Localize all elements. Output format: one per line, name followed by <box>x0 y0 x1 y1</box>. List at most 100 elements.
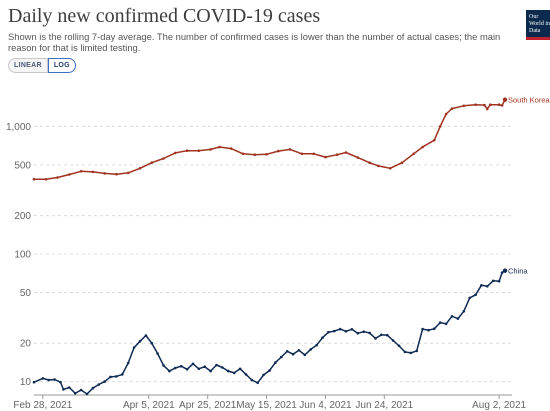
data-point <box>468 296 472 300</box>
data-point <box>315 343 318 347</box>
data-point <box>415 349 419 353</box>
data-point <box>218 145 221 149</box>
scale-toggle[interactable]: LINEAR LOG <box>8 58 76 73</box>
y-tick-label: 50 <box>20 288 32 299</box>
data-point <box>209 369 212 373</box>
linear-toggle-button[interactable]: LINEAR <box>8 58 48 73</box>
data-point <box>285 350 289 353</box>
data-point <box>333 329 336 333</box>
data-point <box>229 147 233 150</box>
y-tick-label: 500 <box>14 160 31 171</box>
data-point <box>232 371 236 375</box>
data-point <box>377 164 380 168</box>
data-point <box>374 337 377 340</box>
x-tick-label: Feb 28, 2021 <box>13 400 72 411</box>
data-point <box>412 152 416 156</box>
data-point <box>203 365 206 369</box>
data-point <box>79 388 83 392</box>
data-point <box>421 145 424 149</box>
data-point <box>444 112 448 116</box>
data-point <box>403 350 407 354</box>
data-point <box>368 161 371 164</box>
data-point <box>344 151 348 154</box>
x-tick-label: Apr 25, 2021 <box>179 400 237 411</box>
y-tick-label: 10 <box>20 377 32 388</box>
data-point <box>221 366 224 369</box>
data-point <box>126 171 130 175</box>
series-label: South Korea <box>508 96 550 105</box>
data-point <box>138 340 142 343</box>
data-point <box>356 156 360 159</box>
data-point <box>132 346 136 349</box>
data-point <box>41 377 45 380</box>
data-point <box>115 375 118 378</box>
data-point <box>73 392 77 395</box>
data-point <box>400 161 404 164</box>
data-point <box>421 327 424 331</box>
series-line <box>33 270 506 395</box>
series-end-marker <box>502 97 508 102</box>
data-point <box>62 388 65 391</box>
data-point <box>386 333 389 337</box>
data-point <box>338 327 342 331</box>
x-tick-label: Apr 5, 2021 <box>123 400 175 411</box>
data-point <box>238 367 242 371</box>
data-point <box>483 103 486 107</box>
data-point <box>474 293 477 297</box>
data-point <box>456 317 460 320</box>
data-point <box>312 152 316 156</box>
data-point <box>91 386 95 390</box>
data-point <box>185 368 189 371</box>
data-point <box>32 177 36 181</box>
data-point <box>162 364 165 367</box>
data-point <box>433 138 436 142</box>
data-point <box>335 153 339 156</box>
data-point <box>500 271 504 274</box>
data-point <box>474 103 477 106</box>
data-point <box>185 149 189 152</box>
data-point <box>277 149 280 153</box>
data-point <box>280 355 283 359</box>
data-point <box>362 330 366 334</box>
data-point <box>150 341 154 345</box>
data-point <box>497 103 501 106</box>
data-point <box>291 352 295 356</box>
data-point <box>197 367 201 371</box>
data-point <box>85 392 89 396</box>
data-point <box>59 380 62 384</box>
data-point <box>409 351 413 355</box>
chart-title: Daily new confirmed COVID-19 cases <box>8 5 321 27</box>
data-point <box>150 161 154 164</box>
data-point <box>174 151 177 155</box>
x-tick-label: Jun 24, 2021 <box>355 400 413 411</box>
data-point <box>288 148 292 151</box>
data-point <box>489 103 492 106</box>
data-point <box>380 333 383 337</box>
data-point <box>297 349 301 352</box>
data-point <box>162 157 165 160</box>
data-point <box>56 176 59 179</box>
data-point <box>156 352 159 355</box>
data-point <box>244 373 248 376</box>
data-point <box>309 348 313 351</box>
data-point <box>253 153 257 156</box>
data-point <box>126 361 130 365</box>
data-point <box>53 378 56 381</box>
y-tick-label: 1,000 <box>6 122 31 133</box>
data-point <box>344 330 348 333</box>
y-tick-label: 100 <box>14 250 31 261</box>
y-tick-label: 20 <box>20 339 32 350</box>
logo-text: Our World in Data <box>529 14 550 34</box>
data-point <box>324 155 327 159</box>
data-point <box>68 173 71 176</box>
data-point <box>115 172 118 176</box>
data-point <box>209 148 212 151</box>
data-point <box>103 172 106 175</box>
owid-logo[interactable]: Our World in Data <box>526 10 550 40</box>
data-point <box>168 369 171 373</box>
data-point <box>450 315 454 318</box>
log-toggle-button[interactable]: LOG <box>47 58 76 73</box>
x-tick-label: Jun 4, 2021 <box>299 400 352 411</box>
data-point <box>433 327 436 331</box>
data-point <box>32 380 36 384</box>
